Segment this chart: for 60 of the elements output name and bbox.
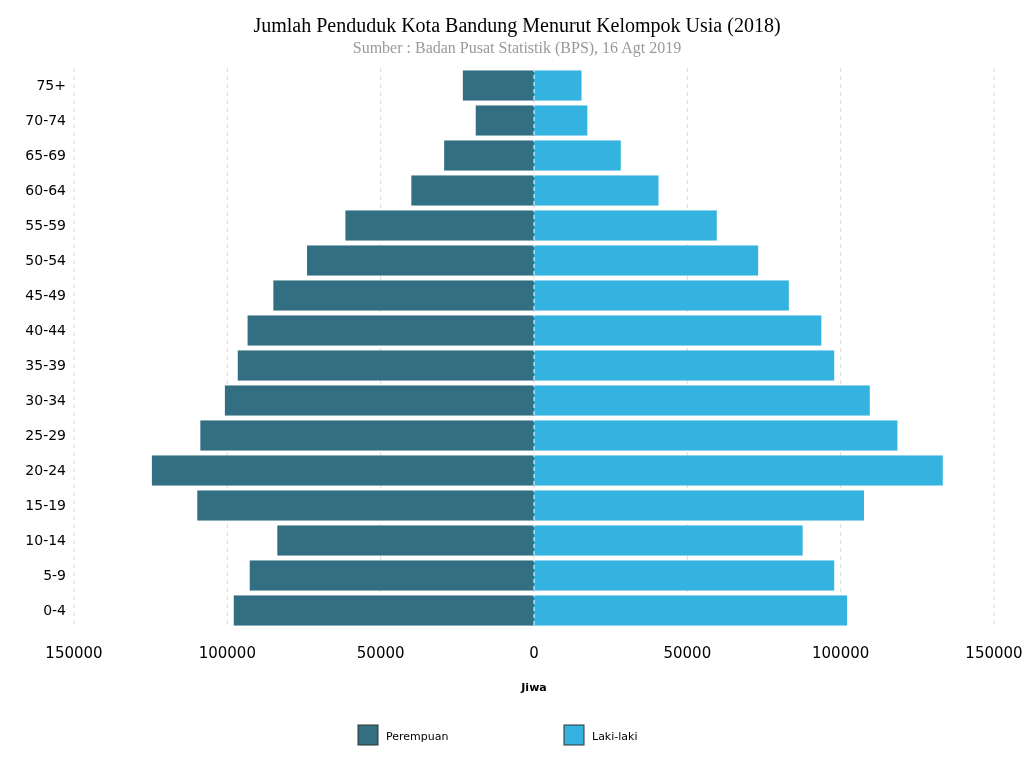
bar: [534, 140, 621, 171]
x-tick-label: 100000: [812, 644, 870, 662]
bar: [247, 315, 534, 346]
y-tick-label: 70-74: [25, 112, 67, 129]
bar: [273, 280, 534, 311]
chart-title: Jumlah Penduduk Kota Bandung Menurut Kelompok Usia (2018): [253, 14, 781, 37]
y-tick-label: 10-14: [25, 532, 67, 549]
x-tick-label: 0: [529, 644, 539, 662]
bar: [534, 175, 659, 206]
bar: [534, 490, 864, 521]
bar: [462, 70, 534, 101]
y-tick-label: 75+: [36, 77, 66, 94]
bar: [534, 210, 717, 241]
bar: [534, 525, 803, 556]
y-tick-label: 0-4: [43, 602, 67, 619]
y-tick-label: 65-69: [25, 147, 66, 164]
y-tick-label: 55-59: [25, 217, 66, 234]
y-tick-label: 50-54: [25, 252, 67, 269]
bar: [475, 105, 534, 136]
x-axis-title: Jiwa: [520, 681, 547, 694]
x-tick-label: 150000: [965, 644, 1023, 662]
y-tick-label: 60-64: [25, 182, 67, 199]
bar: [534, 385, 870, 416]
y-tick-label: 25-29: [25, 427, 66, 444]
x-tick-label: 100000: [198, 644, 256, 662]
bar: [444, 140, 534, 171]
chart-subtitle: Sumber : Badan Pusat Statistik (BPS), 16 Agt 2019: [352, 39, 682, 57]
bar: [237, 350, 534, 381]
bar: [534, 595, 848, 626]
y-tick-label: 15-19: [25, 497, 66, 514]
bar: [249, 560, 534, 591]
bar: [197, 490, 534, 521]
bar: [534, 455, 943, 486]
bar: [534, 245, 759, 276]
bar: [534, 560, 835, 591]
legend-label: Laki-laki: [592, 729, 638, 743]
y-tick-label: 20-24: [25, 462, 67, 479]
y-tick-label: 30-34: [25, 392, 67, 409]
y-tick-label: 45-49: [25, 287, 66, 304]
bar: [534, 420, 898, 451]
y-tick-label: 5-9: [43, 567, 66, 584]
bar: [534, 280, 789, 311]
bar: [534, 70, 582, 101]
bar: [224, 385, 534, 416]
bar: [151, 455, 534, 486]
legend-label: Perempuan: [386, 729, 449, 743]
bar: [534, 315, 822, 346]
bar: [411, 175, 534, 206]
bar: [345, 210, 534, 241]
bar: [277, 525, 534, 556]
x-tick-label: 50000: [356, 644, 405, 662]
bar: [307, 245, 534, 276]
x-tick-label: 150000: [45, 644, 103, 662]
bar: [200, 420, 534, 451]
y-tick-label: 40-44: [25, 322, 67, 339]
bar: [233, 595, 534, 626]
y-tick-label: 35-39: [25, 357, 66, 374]
bar: [534, 105, 588, 136]
bar: [534, 350, 835, 381]
x-tick-label: 50000: [663, 644, 712, 662]
